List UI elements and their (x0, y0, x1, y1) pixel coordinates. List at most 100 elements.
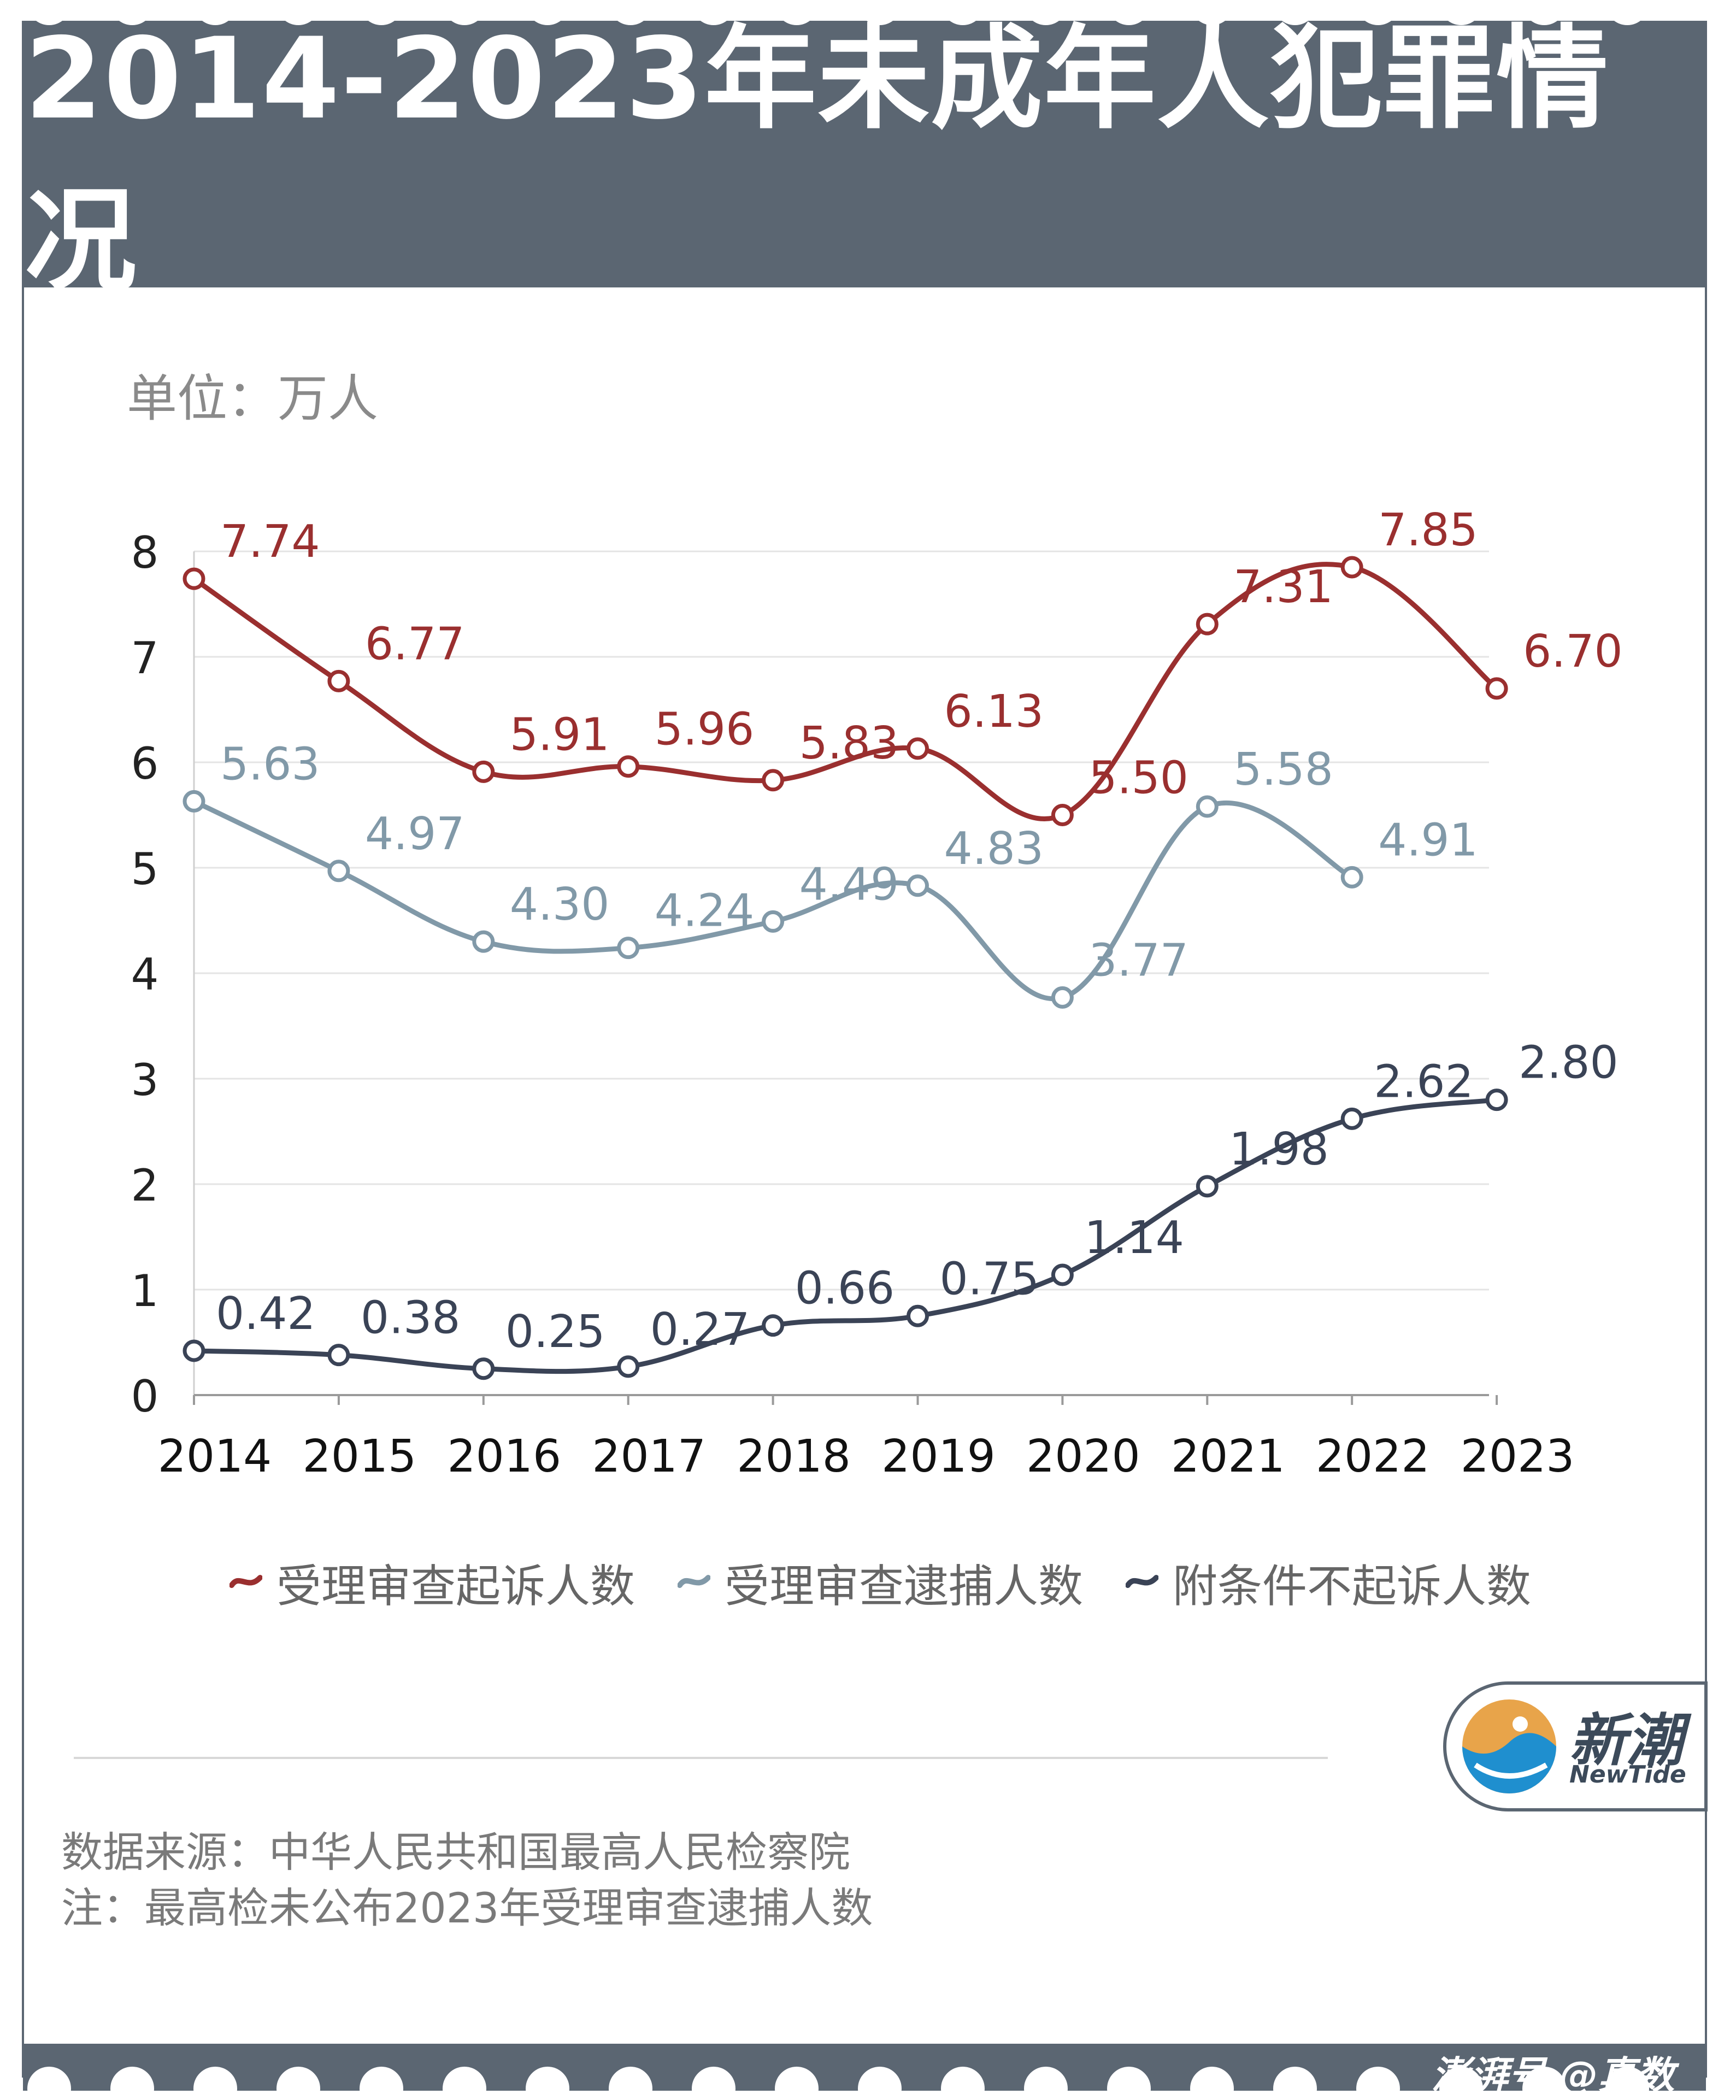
x-tick-label: 2018 (737, 1431, 851, 1483)
perforation-hole (692, 0, 735, 25)
x-tick-label: 2021 (1171, 1431, 1285, 1483)
data-point (1196, 1175, 1219, 1198)
watermark: 澎湃号 @真数 (1432, 2053, 1675, 2098)
x-tick-label: 2016 (447, 1431, 561, 1483)
data-point (762, 769, 785, 792)
data-point (1196, 795, 1219, 818)
logo-name: 新潮 (1569, 1707, 1684, 1774)
data-label: 0.38 (361, 1292, 461, 1344)
data-point (472, 930, 495, 953)
x-tick-label: 2019 (881, 1431, 996, 1483)
data-point (183, 790, 205, 813)
data-label: 5.91 (510, 709, 610, 761)
unit-label: 单位：万人 (127, 369, 379, 428)
logo-icon (1462, 1699, 1556, 1793)
data-label: 7.31 (1233, 561, 1333, 613)
perforation-hole (775, 0, 819, 25)
data-label: 6.77 (365, 618, 465, 670)
card-frame (22, 21, 1707, 2078)
perforation-hole (1190, 0, 1234, 25)
data-label: 0.25 (505, 1306, 605, 1358)
data-label: 5.50 (1088, 752, 1188, 804)
perforation-hole (1605, 2067, 1649, 2091)
perforation-hole (692, 2067, 735, 2091)
data-label: 5.58 (1233, 744, 1333, 796)
data-point (762, 910, 785, 933)
perforation-hole (443, 2067, 486, 2091)
chart-legend: 受理审查起诉人数 受理审查逮捕人数 附条件不起诉人数 (229, 1552, 1574, 1613)
perforation-hole (526, 2067, 569, 2091)
perforation-hole (1107, 2067, 1151, 2091)
data-point (907, 1304, 929, 1327)
perforation-hole (1024, 2067, 1068, 2091)
data-label: 7.74 (220, 516, 320, 568)
legend-label-arrest: 受理审查逮捕人数 (725, 1560, 1084, 1613)
data-point (617, 937, 640, 960)
y-tick-label: 2 (131, 1160, 159, 1211)
data-label: 2.80 (1519, 1037, 1619, 1089)
data-label: 5.83 (799, 717, 899, 769)
data-point (907, 737, 929, 760)
perforation-hole (941, 0, 985, 25)
data-label: 4.97 (365, 808, 465, 860)
legend-swatch-conditional (1126, 1575, 1159, 1588)
perforation-hole (1273, 2067, 1317, 2091)
perforation-hole (1522, 0, 1566, 25)
data-point (1051, 1263, 1074, 1286)
logo-subtitle: NewTide (1569, 1761, 1686, 1789)
data-point (1340, 556, 1363, 579)
perforation-hole (1356, 2067, 1400, 2091)
series-conditional: 0.42 0.38 0.25 0.27 0.66 0.75 1.14 1.98 2.62 2.80 (183, 1037, 1619, 1380)
data-point (327, 669, 350, 692)
perforation-hole (526, 0, 569, 25)
perforation-hole (1273, 0, 1317, 25)
data-point (907, 874, 929, 897)
data-point (327, 1344, 350, 1367)
data-label: 4.49 (799, 858, 899, 910)
data-point (1340, 1107, 1363, 1130)
data-label: 6.13 (944, 686, 1044, 738)
perforation-hole (775, 2067, 819, 2091)
data-point (1485, 1089, 1508, 1111)
series-prosecution: 7.74 6.77 5.91 5.96 5.83 6.13 5.50 7.31 7.85 6.70 (183, 504, 1623, 826)
data-label: 0.75 (940, 1253, 1040, 1305)
perforation-hole (27, 0, 71, 25)
data-label: 4.83 (944, 823, 1044, 875)
series-line (191, 798, 1355, 1002)
footnote: 注：最高检未公布2023年受理审查逮捕人数 (61, 1884, 873, 1932)
data-point (1340, 866, 1363, 889)
y-tick-label: 5 (131, 844, 159, 895)
data-label: 6.70 (1523, 626, 1623, 678)
perforation-hole (1107, 0, 1151, 25)
header-band (23, 22, 1706, 287)
perforation-hole (443, 0, 486, 25)
data-point (1051, 986, 1074, 1009)
data-point (183, 1339, 205, 1362)
perforation-hole (1439, 2067, 1483, 2091)
data-point (617, 755, 640, 778)
page-title: 2014-2023年未成年人犯罪情况 (25, 14, 1610, 307)
perforation-hole (110, 0, 154, 25)
y-tick-label: 3 (131, 1055, 159, 1105)
data-point (1051, 804, 1074, 826)
series-arrest: 5.63 4.97 4.30 4.24 4.49 4.83 3.77 5.58 4.91 (183, 738, 1478, 1009)
y-tick-label: 7 (131, 633, 159, 684)
perforation-hole (1024, 0, 1068, 25)
legend-label-prosecution: 受理审查起诉人数 (276, 1560, 635, 1613)
x-tick-label: 2020 (1026, 1431, 1140, 1483)
x-tick-label: 2014 (158, 1431, 272, 1483)
perforation-hole (609, 2067, 652, 2091)
data-point (617, 1355, 640, 1378)
chart-grid (194, 550, 1489, 1291)
chart-series: 7.74 6.77 5.91 5.96 5.83 6.13 5.50 7.31 7.85 6.70… (183, 504, 1623, 1380)
data-label: 5.96 (655, 704, 755, 756)
data-label: 1.98 (1229, 1123, 1329, 1175)
data-label: 1.14 (1084, 1212, 1184, 1264)
data-point (1485, 677, 1508, 700)
data-label: 3.77 (1088, 934, 1188, 986)
data-point (327, 860, 350, 883)
y-tick-label: 6 (131, 738, 159, 789)
data-point (472, 760, 495, 783)
data-label: 5.63 (220, 738, 320, 790)
